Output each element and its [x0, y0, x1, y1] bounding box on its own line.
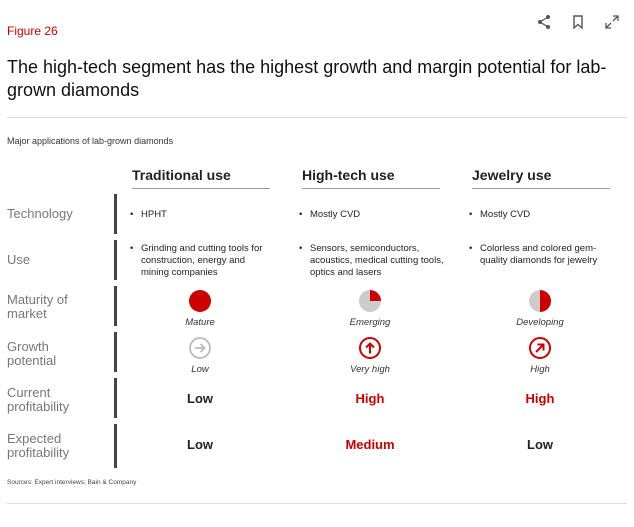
cell-growth-traditional: Low — [130, 336, 270, 375]
arrow-right-circle-icon — [189, 337, 211, 359]
cell-current-profitability-traditional: Low — [187, 391, 213, 406]
row-divider — [114, 194, 117, 234]
growth-caption: High — [530, 364, 550, 375]
divider — [7, 503, 627, 504]
bookmark-icon[interactable] — [570, 14, 586, 30]
maturity-caption: Emerging — [349, 317, 391, 328]
row-label-technology: Technology — [7, 206, 73, 221]
bullet: • — [299, 209, 303, 220]
cell-text: Sensors, semiconductors, acoustics, medi… — [310, 243, 444, 278]
cell-growth-jewelry: High — [470, 336, 610, 375]
full-pie-icon — [189, 290, 211, 312]
divider — [7, 117, 627, 118]
cell-text: Mostly CVD — [310, 209, 361, 220]
cell-current-profitability-jewelry: High — [525, 391, 555, 406]
cell-technology-traditional: • HPHT — [130, 209, 280, 221]
row-label-maturity: Maturity of market — [7, 292, 68, 321]
growth-caption: Low — [191, 364, 209, 375]
sources-note: Sources: Expert interviews; Bain & Compa… — [7, 479, 137, 486]
chart-subtitle: Major applications of lab-grown diamonds — [7, 136, 174, 146]
row-divider — [114, 378, 117, 418]
quarter-pie-icon — [359, 290, 381, 312]
row-divider — [114, 240, 117, 280]
cell-expected-profitability-high-tech: Medium — [345, 437, 395, 452]
growth-caption: Very high — [350, 364, 390, 375]
cell-maturity-high-tech: Emerging — [300, 289, 440, 328]
row-divider — [114, 424, 117, 468]
cell-text: Mostly CVD — [480, 209, 531, 220]
row-divider — [114, 286, 117, 326]
bullet: • — [299, 243, 303, 254]
arrow-up-right-circle-icon — [529, 337, 551, 359]
row-divider — [114, 332, 117, 372]
arrow-up-circle-icon — [359, 337, 381, 359]
cell-current-profitability-high-tech: High — [355, 391, 385, 406]
bullet: • — [469, 243, 473, 254]
cell-expected-profitability-traditional: Low — [187, 437, 213, 452]
column-header-jewelry: Jewelry use — [472, 167, 610, 189]
cell-maturity-jewelry: Developing — [470, 289, 610, 328]
figure-label: Figure 26 — [7, 24, 58, 38]
bullet: • — [130, 243, 134, 254]
half-pie-icon — [529, 290, 551, 312]
cell-text: Grinding and cutting tools for construct… — [141, 243, 263, 278]
page-title: The high-tech segment has the highest gr… — [7, 57, 607, 100]
cell-use-traditional: • Grinding and cutting tools for construc… — [130, 243, 275, 279]
row-label-expected-profitability: Expected profitability — [7, 431, 70, 460]
expand-icon[interactable] — [604, 14, 620, 30]
bullet: • — [469, 209, 473, 220]
cell-growth-high-tech: Very high — [300, 336, 440, 375]
maturity-caption: Mature — [185, 317, 215, 328]
cell-text: HPHT — [141, 209, 167, 220]
cell-maturity-traditional: Mature — [130, 289, 270, 328]
column-header-traditional: Traditional use — [132, 167, 270, 189]
cell-use-high-tech: • Sensors, semiconductors, acoustics, med… — [299, 243, 446, 279]
cell-expected-profitability-jewelry: Low — [527, 437, 553, 452]
action-bar — [536, 14, 620, 30]
row-label-use: Use — [7, 252, 31, 267]
cell-technology-high-tech: • Mostly CVD — [299, 209, 449, 221]
maturity-caption: Developing — [516, 317, 564, 328]
cell-text: Colorless and colored gem-quality diamon… — [480, 243, 598, 266]
row-label-current-profitability: Current profitability — [7, 385, 70, 414]
bullet: • — [130, 209, 134, 220]
cell-use-jewelry: • Colorless and colored gem-quality diamo… — [469, 243, 609, 267]
share-icon[interactable] — [536, 14, 552, 30]
column-header-high-tech: High-tech use — [302, 167, 440, 189]
row-label-growth: Growth potential — [7, 339, 57, 368]
cell-technology-jewelry: • Mostly CVD — [469, 209, 619, 221]
